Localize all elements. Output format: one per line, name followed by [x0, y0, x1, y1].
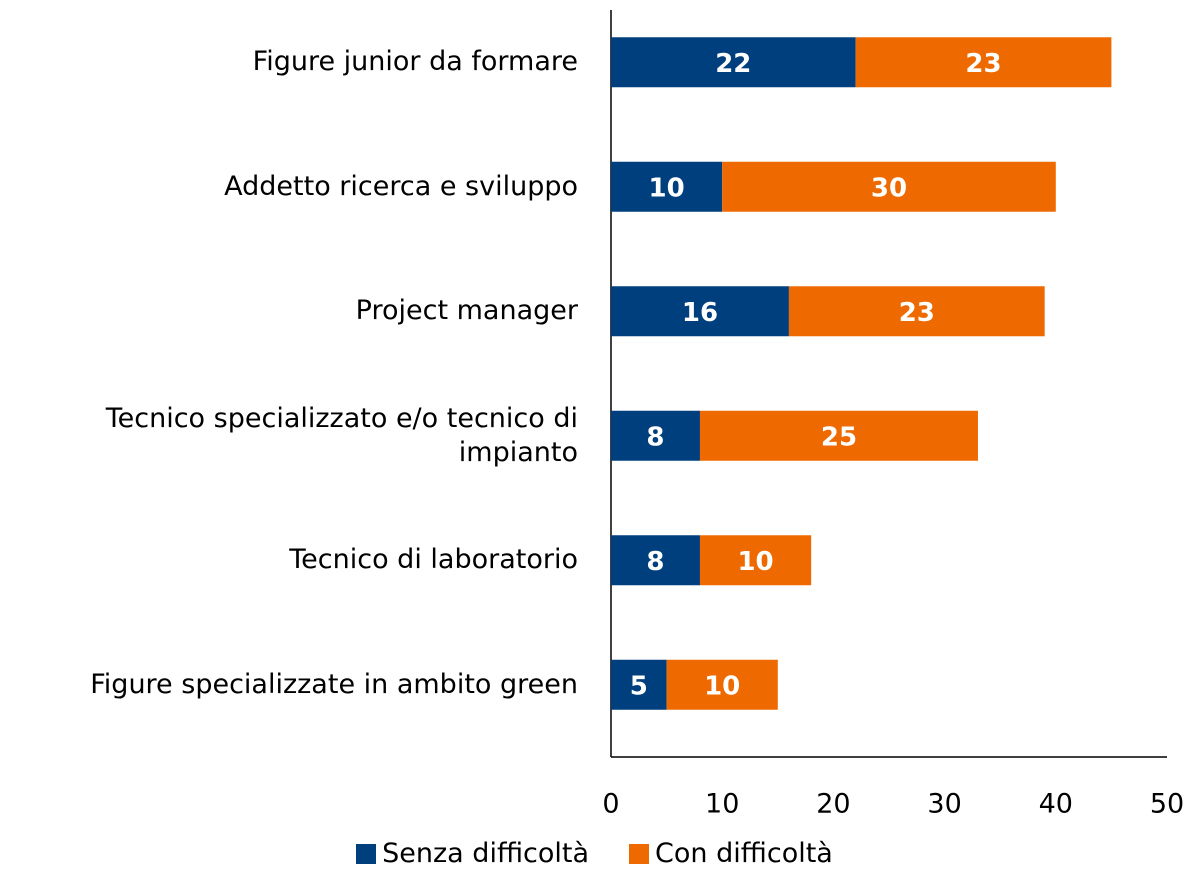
data-label: 25 — [821, 422, 857, 452]
x-tick-label: 40 — [1039, 789, 1073, 820]
category-label: Addetto ricerca e sviluppo — [224, 170, 578, 202]
x-tick-label: 20 — [816, 789, 850, 820]
bar — [611, 659, 667, 710]
data-label: 10 — [737, 547, 773, 577]
bar — [788, 286, 1045, 337]
bar — [611, 410, 700, 461]
category-label: Tecnico specializzato e/o tecnico di imp… — [105, 402, 578, 468]
category-label: Figure specializzate in ambito green — [90, 668, 578, 700]
bar — [722, 161, 1056, 212]
category-label: Project manager — [355, 295, 578, 327]
data-label: 10 — [704, 671, 740, 701]
legend: Senza difficoltà Con difficoltà — [0, 838, 1189, 869]
legend-item: Con difficoltà — [629, 838, 833, 869]
legend-swatch — [629, 843, 650, 864]
bar — [666, 659, 778, 710]
data-label: 30 — [871, 173, 907, 203]
x-tick-label: 10 — [705, 789, 739, 820]
x-tick-label: 30 — [927, 789, 961, 820]
data-label: 8 — [646, 547, 664, 577]
category-label: Figure junior da formare — [252, 46, 578, 78]
bar — [855, 37, 1112, 88]
legend-item: Senza difficoltà — [356, 838, 589, 869]
data-label: 8 — [646, 422, 664, 452]
bar — [611, 161, 723, 212]
data-label: 23 — [899, 298, 935, 328]
data-label: 10 — [649, 173, 685, 203]
bar — [611, 37, 856, 88]
category-label: Tecnico di laboratorio — [289, 544, 578, 576]
data-label: 23 — [965, 49, 1001, 79]
bar — [699, 535, 812, 586]
legend-label: Senza difficoltà — [382, 838, 590, 869]
bar — [611, 286, 789, 337]
data-label: 22 — [715, 49, 751, 79]
legend-swatch — [356, 843, 377, 864]
x-tick-label: 50 — [1150, 789, 1184, 820]
bar — [611, 535, 700, 586]
data-label: 16 — [682, 298, 718, 328]
legend-label: Con difficoltà — [655, 838, 833, 869]
data-label: 5 — [630, 671, 648, 701]
bar — [699, 410, 978, 461]
x-tick-label: 0 — [602, 789, 619, 820]
